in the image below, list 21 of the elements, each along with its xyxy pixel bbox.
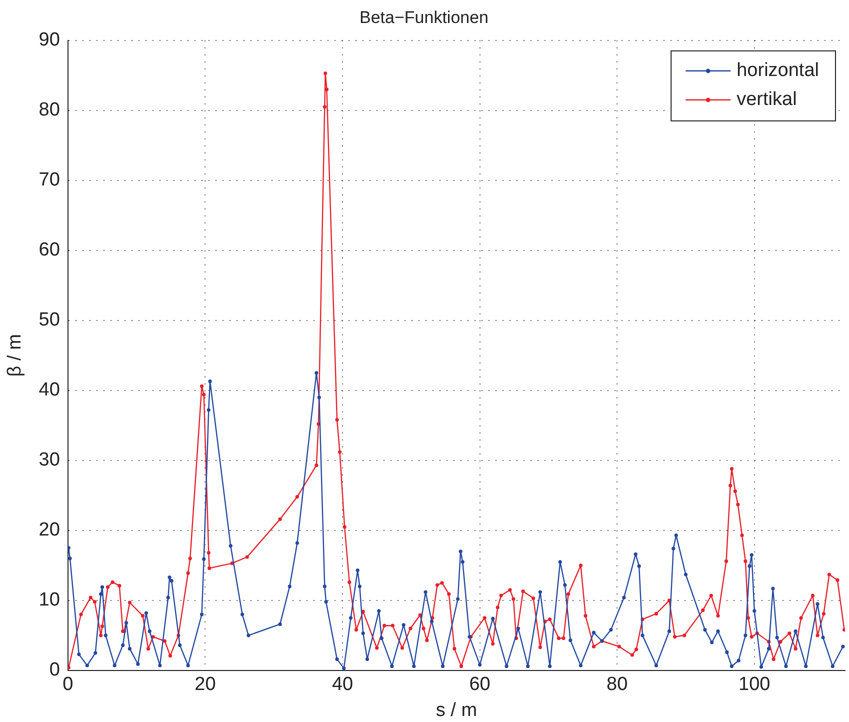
x-tick-label: 60 [469, 674, 490, 696]
y-axis-title: β / m [4, 334, 26, 377]
x-tick-label: 80 [606, 674, 628, 696]
y-tick-label: 10 [38, 590, 60, 611]
x-tick-label: 100 [738, 674, 770, 696]
legend-label: vertikal [736, 89, 797, 110]
y-tick-label: 30 [38, 450, 60, 471]
chart-title: Beta−Funktionen [359, 8, 489, 27]
legend-label: horizontal [736, 60, 820, 82]
y-tick-label: 60 [38, 240, 60, 261]
y-tick-label: 80 [38, 100, 60, 121]
y-tick-label: 40 [38, 380, 60, 401]
y-tick-label: 0 [49, 660, 60, 681]
y-tick-label: 70 [38, 170, 60, 191]
y-tick-label: 90 [38, 30, 60, 51]
x-tick-label: 0 [62, 674, 74, 696]
y-tick-label: 50 [38, 310, 60, 331]
y-tick-label: 20 [38, 520, 60, 541]
x-tick-label: 20 [194, 674, 216, 696]
x-tick-label: 40 [332, 674, 354, 696]
x-axis-title: s / m [436, 700, 478, 721]
